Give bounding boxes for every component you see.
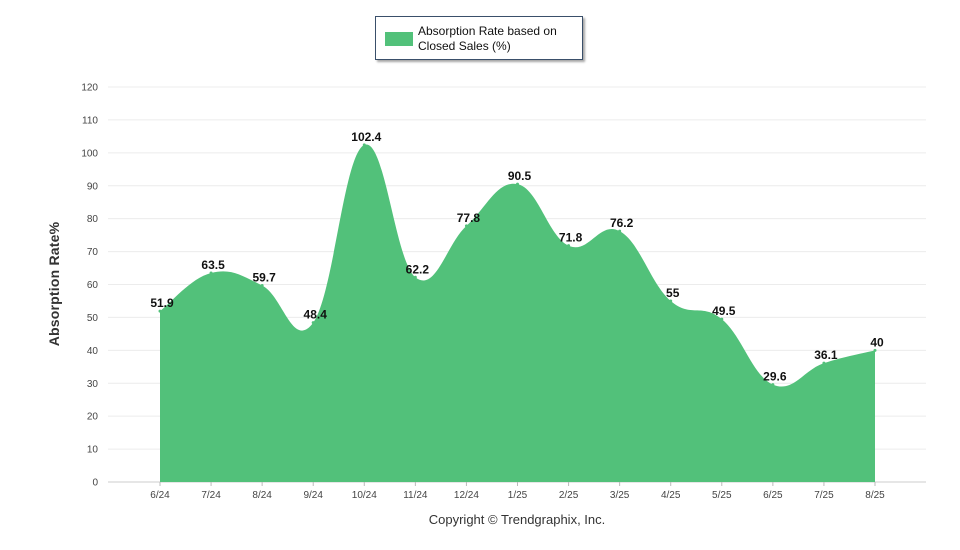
x-tick-label: 3/25 — [610, 490, 630, 501]
y-tick-label: 50 — [87, 313, 99, 324]
data-label: 49.5 — [712, 304, 736, 318]
data-point — [567, 244, 571, 248]
x-tick-label: 11/24 — [403, 490, 428, 501]
data-label: 71.8 — [559, 231, 583, 245]
data-label: 36.1 — [814, 348, 838, 362]
x-tick-label: 10/24 — [352, 490, 377, 501]
x-tick-label: 8/24 — [252, 490, 272, 501]
data-label: 102.4 — [351, 130, 381, 144]
x-tick-label: 7/25 — [814, 490, 834, 501]
y-tick-label: 80 — [87, 214, 99, 225]
x-tick-label: 12/24 — [454, 490, 479, 501]
data-label: 51.9 — [150, 296, 174, 310]
y-tick-label: 40 — [87, 346, 99, 357]
x-tick-label: 9/24 — [303, 490, 323, 501]
legend: Absorption Rate based on Closed Sales (%… — [375, 16, 583, 60]
data-label: 63.5 — [201, 258, 225, 272]
legend-swatch — [385, 32, 413, 46]
y-tick-label: 100 — [81, 148, 98, 159]
data-label: 77.8 — [457, 211, 481, 225]
y-tick-label: 20 — [87, 412, 99, 423]
data-point — [158, 309, 162, 313]
data-label: 29.6 — [763, 370, 787, 384]
legend-label: Absorption Rate based on Closed Sales (%… — [418, 24, 557, 53]
x-tick-label: 7/24 — [201, 490, 221, 501]
data-point — [873, 348, 877, 352]
data-label: 48.4 — [304, 308, 328, 322]
data-label: 90.5 — [508, 169, 532, 183]
x-tick-label: 4/25 — [661, 490, 681, 501]
data-point — [720, 317, 724, 321]
data-point — [362, 143, 366, 147]
data-point — [669, 299, 673, 303]
y-tick-label: 90 — [87, 181, 99, 192]
x-tick-label: 2/25 — [559, 490, 579, 501]
y-tick-label: 70 — [87, 247, 99, 258]
series-area — [160, 144, 875, 482]
data-point — [771, 383, 775, 387]
x-tick-label: 5/25 — [712, 490, 732, 501]
x-tick-label: 6/24 — [150, 490, 170, 501]
data-label: 76.2 — [610, 216, 634, 230]
copyright-footer: Copyright © Trendgraphix, Inc. — [428, 512, 606, 527]
data-point — [618, 229, 622, 233]
data-point — [260, 283, 264, 287]
y-tick-label: 30 — [87, 379, 99, 390]
data-label: 62.2 — [406, 262, 430, 276]
data-point — [464, 224, 468, 228]
data-point — [311, 321, 315, 325]
y-tick-label: 120 — [81, 83, 98, 94]
y-tick-label: 60 — [87, 280, 99, 291]
y-tick-label: 0 — [92, 478, 98, 489]
data-label: 59.7 — [252, 270, 276, 284]
x-tick-label: 8/25 — [865, 490, 885, 501]
data-point — [822, 361, 826, 365]
data-label: 40 — [870, 335, 884, 349]
data-point — [413, 275, 417, 279]
x-tick-label: 1/25 — [508, 490, 528, 501]
data-label: 55 — [666, 286, 680, 300]
data-point — [516, 182, 519, 186]
y-tick-label: 110 — [82, 115, 98, 126]
data-point — [209, 271, 213, 275]
x-tick-label: 6/25 — [763, 490, 783, 501]
y-tick-label: 10 — [87, 445, 99, 456]
